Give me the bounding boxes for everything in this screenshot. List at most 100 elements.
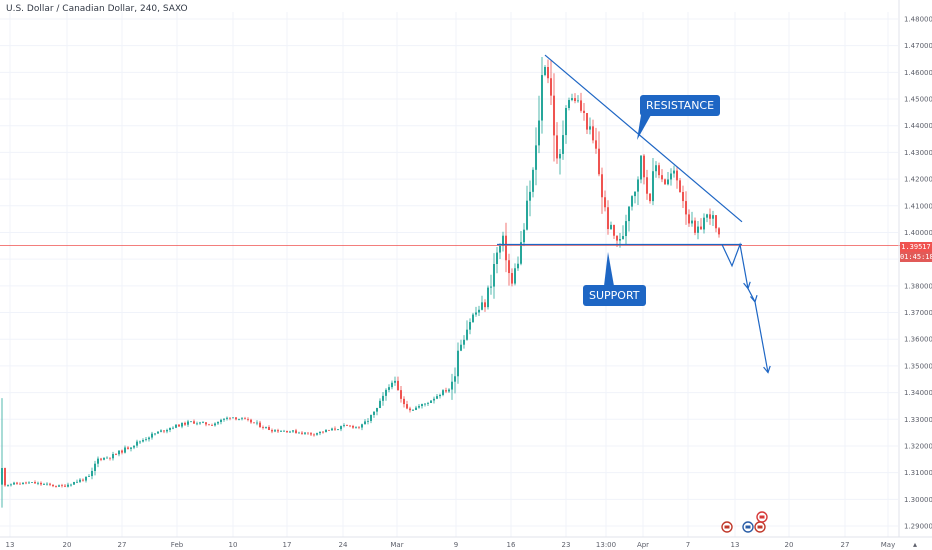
candle-up: [712, 215, 714, 219]
projection-path[interactable]: [721, 242, 769, 373]
price-axis-label: 1.37000: [904, 309, 932, 317]
candle-down: [646, 177, 648, 194]
candle-up: [439, 394, 441, 397]
time-axis[interactable]: 13 20 27 Feb 10 17 24 Mar 9 16 23 13:00 Apr 7 13 20 27 Ma…: [0, 536, 932, 549]
candle-up: [79, 479, 81, 482]
candle-up: [292, 430, 294, 432]
event-flag-icon[interactable]: [742, 521, 754, 533]
price-axis-label: 1.43000: [904, 149, 932, 157]
time-axis-label: 20: [785, 541, 794, 549]
time-axis-label: 9: [454, 541, 458, 549]
price-axis-label: 1.32000: [904, 442, 932, 450]
candle-down: [19, 483, 21, 485]
candle-up: [124, 447, 126, 453]
candle-down: [205, 422, 207, 425]
candle-down: [25, 482, 27, 484]
price-axis-label: 1.40000: [904, 229, 932, 237]
candle-down: [547, 66, 549, 79]
candle-up: [142, 439, 144, 442]
candle-down: [250, 419, 252, 423]
candle-down: [262, 427, 264, 428]
candle-down: [52, 484, 54, 487]
candle-down: [193, 421, 195, 424]
candle-up: [526, 200, 528, 230]
candle-down: [16, 482, 18, 484]
candle-up: [466, 329, 468, 340]
candle-down: [649, 193, 651, 202]
candle-down: [307, 432, 309, 434]
event-flag-icon[interactable]: [721, 521, 733, 533]
candle-up: [568, 100, 570, 108]
candle-up: [430, 400, 432, 404]
time-axis-label: 27: [118, 541, 127, 549]
candle-up: [415, 407, 417, 410]
candle-up: [670, 173, 672, 180]
candle-up: [451, 381, 453, 390]
candle-down: [208, 424, 210, 426]
chart-title: U.S. Dollar / Canadian Dollar, 240, SAXO: [6, 4, 188, 14]
candle-down: [4, 468, 6, 486]
resistance-pointer: [637, 115, 651, 140]
grid: [0, 12, 898, 537]
event-icons[interactable]: [721, 511, 768, 533]
candle-down: [184, 422, 186, 425]
candle-up: [706, 214, 708, 218]
price-axis-label: 1.47000: [904, 42, 932, 50]
candle-down: [163, 430, 165, 432]
candle-down: [295, 430, 297, 433]
time-axis-label: 13: [731, 541, 740, 549]
candle-up: [571, 98, 573, 101]
candle-up: [340, 426, 342, 430]
candle-up: [379, 400, 381, 409]
settings-icon[interactable]: ▴: [913, 540, 917, 549]
candle-down: [685, 201, 687, 215]
candle-up: [175, 424, 177, 428]
candle-down: [82, 479, 84, 481]
support-label[interactable]: SUPPORT: [583, 285, 646, 306]
time-axis-label: 27: [841, 541, 850, 549]
candle-down: [700, 226, 702, 230]
candle-down: [574, 98, 576, 102]
candle-down: [613, 224, 615, 236]
resistance-label[interactable]: RESISTANCE: [640, 95, 721, 116]
resistance-trendline[interactable]: [544, 54, 743, 223]
candle-down: [676, 170, 678, 181]
candle-up: [472, 314, 474, 323]
price-axis-label: 1.31000: [904, 469, 932, 477]
candle-up: [37, 482, 39, 484]
candle-up: [31, 482, 33, 483]
candle-down: [115, 454, 117, 455]
candle-down: [550, 78, 552, 96]
candle-up: [640, 155, 642, 180]
candle-down: [616, 235, 618, 241]
candle-up: [289, 431, 291, 433]
price-axis[interactable]: 1.29000 1.30000 1.31000 1.32000 1.33000 1.340…: [898, 0, 932, 537]
time-axis-label: 13:00: [596, 541, 616, 549]
candle-up: [232, 417, 234, 419]
candle-up: [73, 481, 75, 485]
candle-up: [544, 66, 546, 76]
event-flag-icon[interactable]: [756, 511, 768, 523]
candle-down: [505, 235, 507, 261]
candle-up: [541, 75, 543, 121]
price-axis-label: 1.30000: [904, 496, 932, 504]
candle-up: [133, 445, 135, 448]
current-price-tag: 1.39517: [900, 242, 932, 252]
candle-up: [475, 312, 477, 315]
candle-up: [154, 433, 156, 435]
drawings[interactable]: [0, 54, 900, 374]
time-axis-label: Feb: [171, 541, 184, 549]
candle-up: [172, 427, 174, 429]
candle-down: [55, 486, 57, 487]
event-flag-icon[interactable]: [754, 521, 766, 533]
candle-up: [631, 196, 633, 207]
candle-up: [376, 408, 378, 412]
candle-up: [226, 417, 228, 419]
candle-up: [145, 439, 147, 440]
candle-down: [301, 432, 303, 434]
candle-down: [553, 95, 555, 136]
candle-up: [157, 431, 159, 434]
candle-up: [538, 120, 540, 146]
